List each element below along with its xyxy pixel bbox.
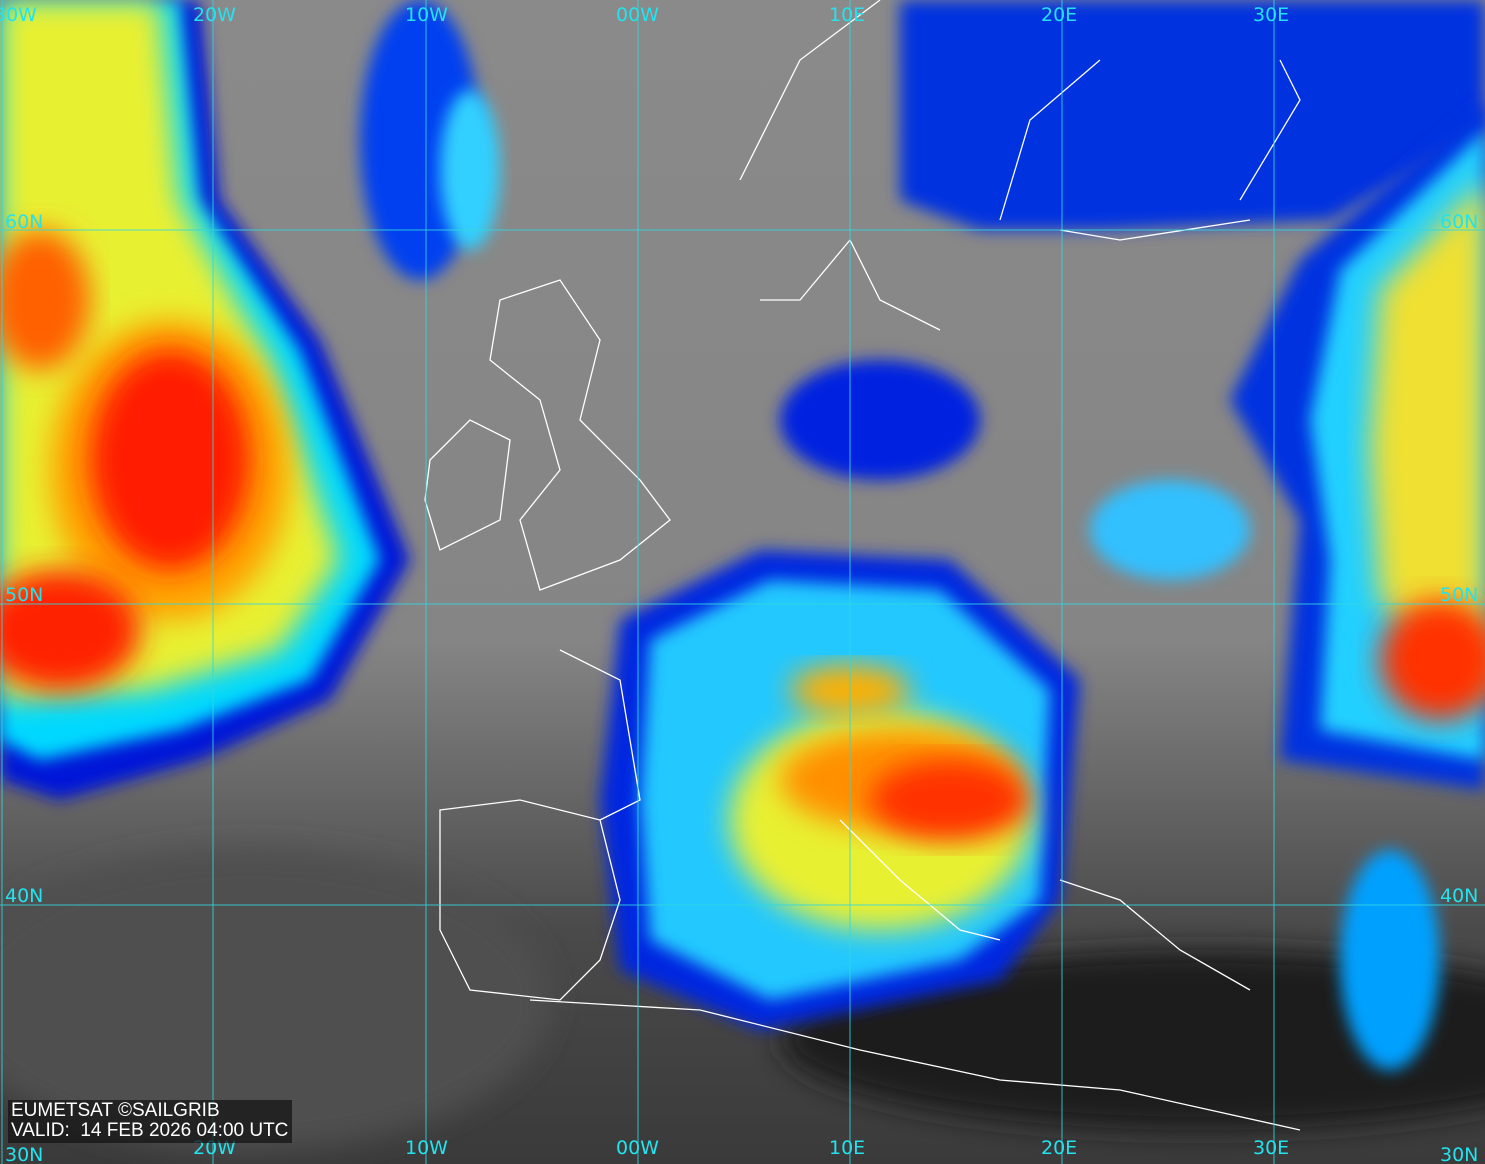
coastlines	[424, 0, 1301, 1131]
lon-label-top: 30E	[1253, 4, 1290, 26]
credit-source: EUMETSAT ©SAILGRIB	[11, 1100, 220, 1121]
eastern-cloud-system	[1090, 100, 1485, 1070]
lon-label-top: 20W	[193, 4, 236, 26]
lon-label-bottom: 00W	[616, 1137, 659, 1159]
valid-time: VALID: 14 FEB 2026 04:00 UTC	[11, 1120, 289, 1141]
sea-dark	[0, 850, 550, 1150]
credit-box: EUMETSAT ©SAILGRIB VALID: 14 FEB 2026 04…	[8, 1100, 293, 1143]
lon-label-bottom: 10W	[405, 1137, 448, 1159]
lat-label-left: 30N	[5, 1144, 44, 1164]
lon-label-top: 10E	[829, 4, 866, 26]
atlantic-cloud-system	[0, 0, 410, 800]
lon-label-top: 20E	[1041, 4, 1078, 26]
lat-label-left: 60N	[5, 211, 44, 233]
lon-label-top: 00W	[616, 4, 659, 26]
lat-label-left: 50N	[5, 584, 44, 606]
lon-label-top: 10W	[405, 4, 448, 26]
sea-dark	[780, 950, 1485, 1130]
lon-label-bottom: 20E	[1041, 1137, 1078, 1159]
lat-label-right: 50N	[1440, 584, 1479, 606]
central-cloud-system	[600, 550, 1080, 1030]
northern-cloud-system	[360, 0, 1485, 480]
lon-label-top: 30W	[0, 4, 37, 26]
lon-label-bottom: 20W	[193, 1137, 236, 1159]
lat-label-right: 30N	[1440, 1144, 1479, 1164]
lat-label-right: 60N	[1440, 211, 1479, 233]
lon-label-bottom: 10E	[829, 1137, 866, 1159]
lon-label-bottom: 30E	[1253, 1137, 1290, 1159]
lat-label-right: 40N	[1440, 885, 1479, 907]
lat-label-left: 40N	[5, 885, 44, 907]
